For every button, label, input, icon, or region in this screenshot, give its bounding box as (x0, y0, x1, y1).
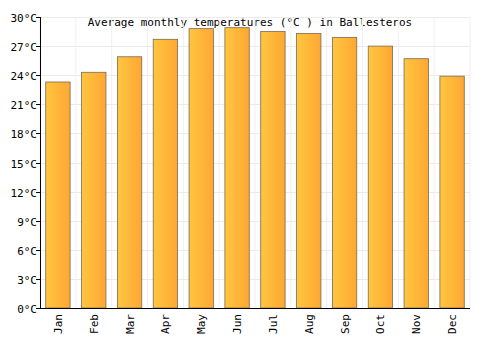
x-tick-label: Oct (374, 314, 387, 334)
bar (404, 59, 428, 308)
vgrid (470, 17, 471, 308)
vgrid (111, 17, 112, 308)
y-tick-label: 21°C (11, 99, 38, 112)
vgrid (398, 17, 399, 308)
vgrid (290, 17, 291, 308)
vgrid (326, 17, 327, 308)
vgrid (75, 17, 76, 308)
y-tick-label: 30°C (11, 12, 38, 25)
x-tick-label: Feb (88, 314, 101, 334)
bar (46, 82, 70, 308)
x-tick-label: Aug (303, 314, 316, 334)
vgrid (40, 17, 41, 308)
y-tick-label: 27°C (11, 41, 38, 54)
y-axis (40, 17, 41, 308)
bar (189, 29, 213, 308)
y-tick-label: 15°C (11, 158, 38, 171)
x-tick-label: Mar (124, 314, 137, 334)
bar (225, 28, 249, 308)
y-tick-label: 24°C (11, 70, 38, 83)
vgrid (219, 17, 220, 308)
x-tick-label: Dec (446, 314, 459, 334)
vgrid (183, 17, 184, 308)
y-tick-label: 0°C (17, 303, 37, 316)
x-tick-label: Jul (267, 314, 280, 334)
bar (153, 39, 177, 308)
y-tick-label: 18°C (11, 128, 38, 141)
bar (368, 46, 392, 308)
y-tick-label: 9°C (17, 216, 37, 229)
grid-line (40, 46, 470, 47)
vgrid (362, 17, 363, 308)
vgrid (434, 17, 435, 308)
y-tick-label: 6°C (17, 245, 37, 258)
bar (261, 32, 285, 308)
bar (297, 33, 321, 308)
y-tick-label: 3°C (17, 274, 37, 287)
vgrid (255, 17, 256, 308)
bar (82, 72, 106, 308)
x-tick-label: Sep (339, 314, 352, 334)
x-tick-label: Nov (410, 314, 423, 334)
grid-line (40, 308, 470, 309)
y-tick-label: 12°C (11, 187, 38, 200)
grid-line (40, 17, 470, 18)
vgrid (147, 17, 148, 308)
bar (117, 57, 141, 308)
bar (332, 37, 356, 308)
x-axis (40, 308, 470, 309)
x-tick-label: Jun (231, 314, 244, 334)
x-tick-label: May (195, 314, 208, 334)
bars (46, 28, 465, 308)
bar (440, 76, 464, 308)
x-tick-label: Apr (159, 314, 172, 334)
x-tick-label: Jan (52, 314, 65, 334)
chart: Average monthly temperatures (°C ) in Ba… (0, 0, 500, 350)
